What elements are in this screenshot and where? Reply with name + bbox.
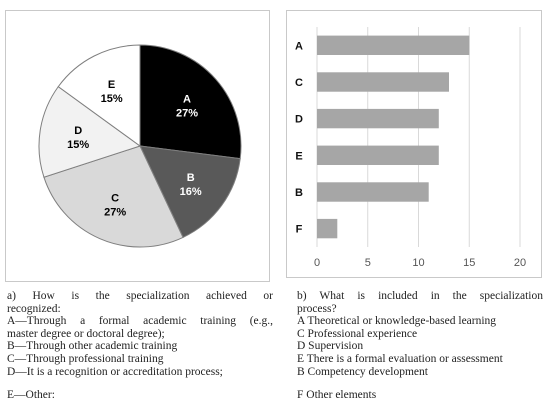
- pie-slice-e: [57, 44, 141, 147]
- pie-slice-percent-e: 15%: [101, 93, 123, 105]
- caption-a-question-line1: a) How is the specialization achieved or: [7, 290, 273, 302]
- bar-e: [317, 145, 439, 165]
- pie-slice-d: [38, 85, 142, 178]
- bar-d: [317, 108, 439, 129]
- caption-b-question-line2: process?: [297, 302, 337, 315]
- category-label-e: E: [295, 150, 302, 162]
- caption-b-item-a: A Theoretical or knowledge-based learnin…: [297, 315, 497, 328]
- caption-b-item-e: E There is a formal evaluation or assess…: [297, 352, 503, 365]
- caption-b-item-d: D Supervision: [297, 340, 364, 353]
- pie-slice-a: [139, 44, 242, 160]
- category-label-b: B: [295, 187, 303, 199]
- pie-slice-percent-a: 27%: [176, 108, 198, 120]
- caption-a-option-b: B—Through other academic training: [7, 340, 178, 353]
- category-label-f: F: [296, 224, 303, 236]
- bar-chart-panel: 0 5 10 15 20 A C D E B F: [286, 10, 542, 278]
- pie-chart-panel: A 27% B 16% C 27% D 15% E 15%: [5, 10, 270, 282]
- pie-chart: A 27% B 16% C 27% D 15% E 15%: [38, 44, 242, 248]
- caption-a: a) How is the specialization achieved or…: [7, 290, 273, 402]
- caption-a-option-c: C—Through professional training: [7, 352, 164, 365]
- bar-f: [317, 218, 338, 239]
- pie-slice-label-d: D: [74, 125, 82, 137]
- caption-a-option-a-line2: master degree or doctoral degree);: [7, 327, 165, 340]
- pie-slice-label-e: E: [108, 79, 115, 91]
- caption-b-question-line1: b) What is included in the specializatio…: [297, 290, 543, 302]
- x-tick-label: 0: [314, 257, 320, 269]
- bar-c: [317, 72, 449, 92]
- pie-slice-percent-c: 27%: [104, 207, 126, 219]
- pie-slice-label-b: B: [187, 172, 195, 184]
- pie-slice-percent-b: 16%: [180, 186, 202, 198]
- pie-slice-c: [43, 145, 184, 248]
- pie-slice-label-c: C: [111, 193, 119, 205]
- pie-slice-label-a: A: [183, 94, 191, 106]
- caption-a-option-e: E—Other:: [7, 389, 55, 402]
- pie-slice-b: [139, 145, 241, 239]
- bar-a: [317, 35, 470, 55]
- caption-a-option-d: D—It is a recognition or accreditation p…: [7, 365, 223, 378]
- caption-b-item-c: C Professional experience: [297, 327, 418, 340]
- category-label-d: D: [295, 114, 303, 126]
- x-tick-label: 15: [463, 257, 475, 269]
- caption-b-item-b: B Competency development: [297, 365, 428, 378]
- bar-b: [317, 182, 429, 202]
- category-label-a: A: [295, 40, 303, 52]
- category-label-c: C: [295, 77, 303, 89]
- x-tick-label: 5: [365, 257, 371, 269]
- pie-slice-percent-d: 15%: [67, 139, 89, 151]
- x-tick-label: 10: [412, 257, 424, 269]
- caption-b-item-f: F Other elements: [297, 389, 377, 402]
- bar-chart: 0 5 10 15 20 A C D E B F: [295, 27, 526, 269]
- caption-a-option-a-line1: A—Through a formal academic training (e.…: [7, 315, 273, 328]
- caption-b: b) What is included in the specializatio…: [297, 290, 543, 402]
- caption-a-question-line2: recognized:: [7, 302, 61, 315]
- x-tick-label: 20: [514, 257, 526, 269]
